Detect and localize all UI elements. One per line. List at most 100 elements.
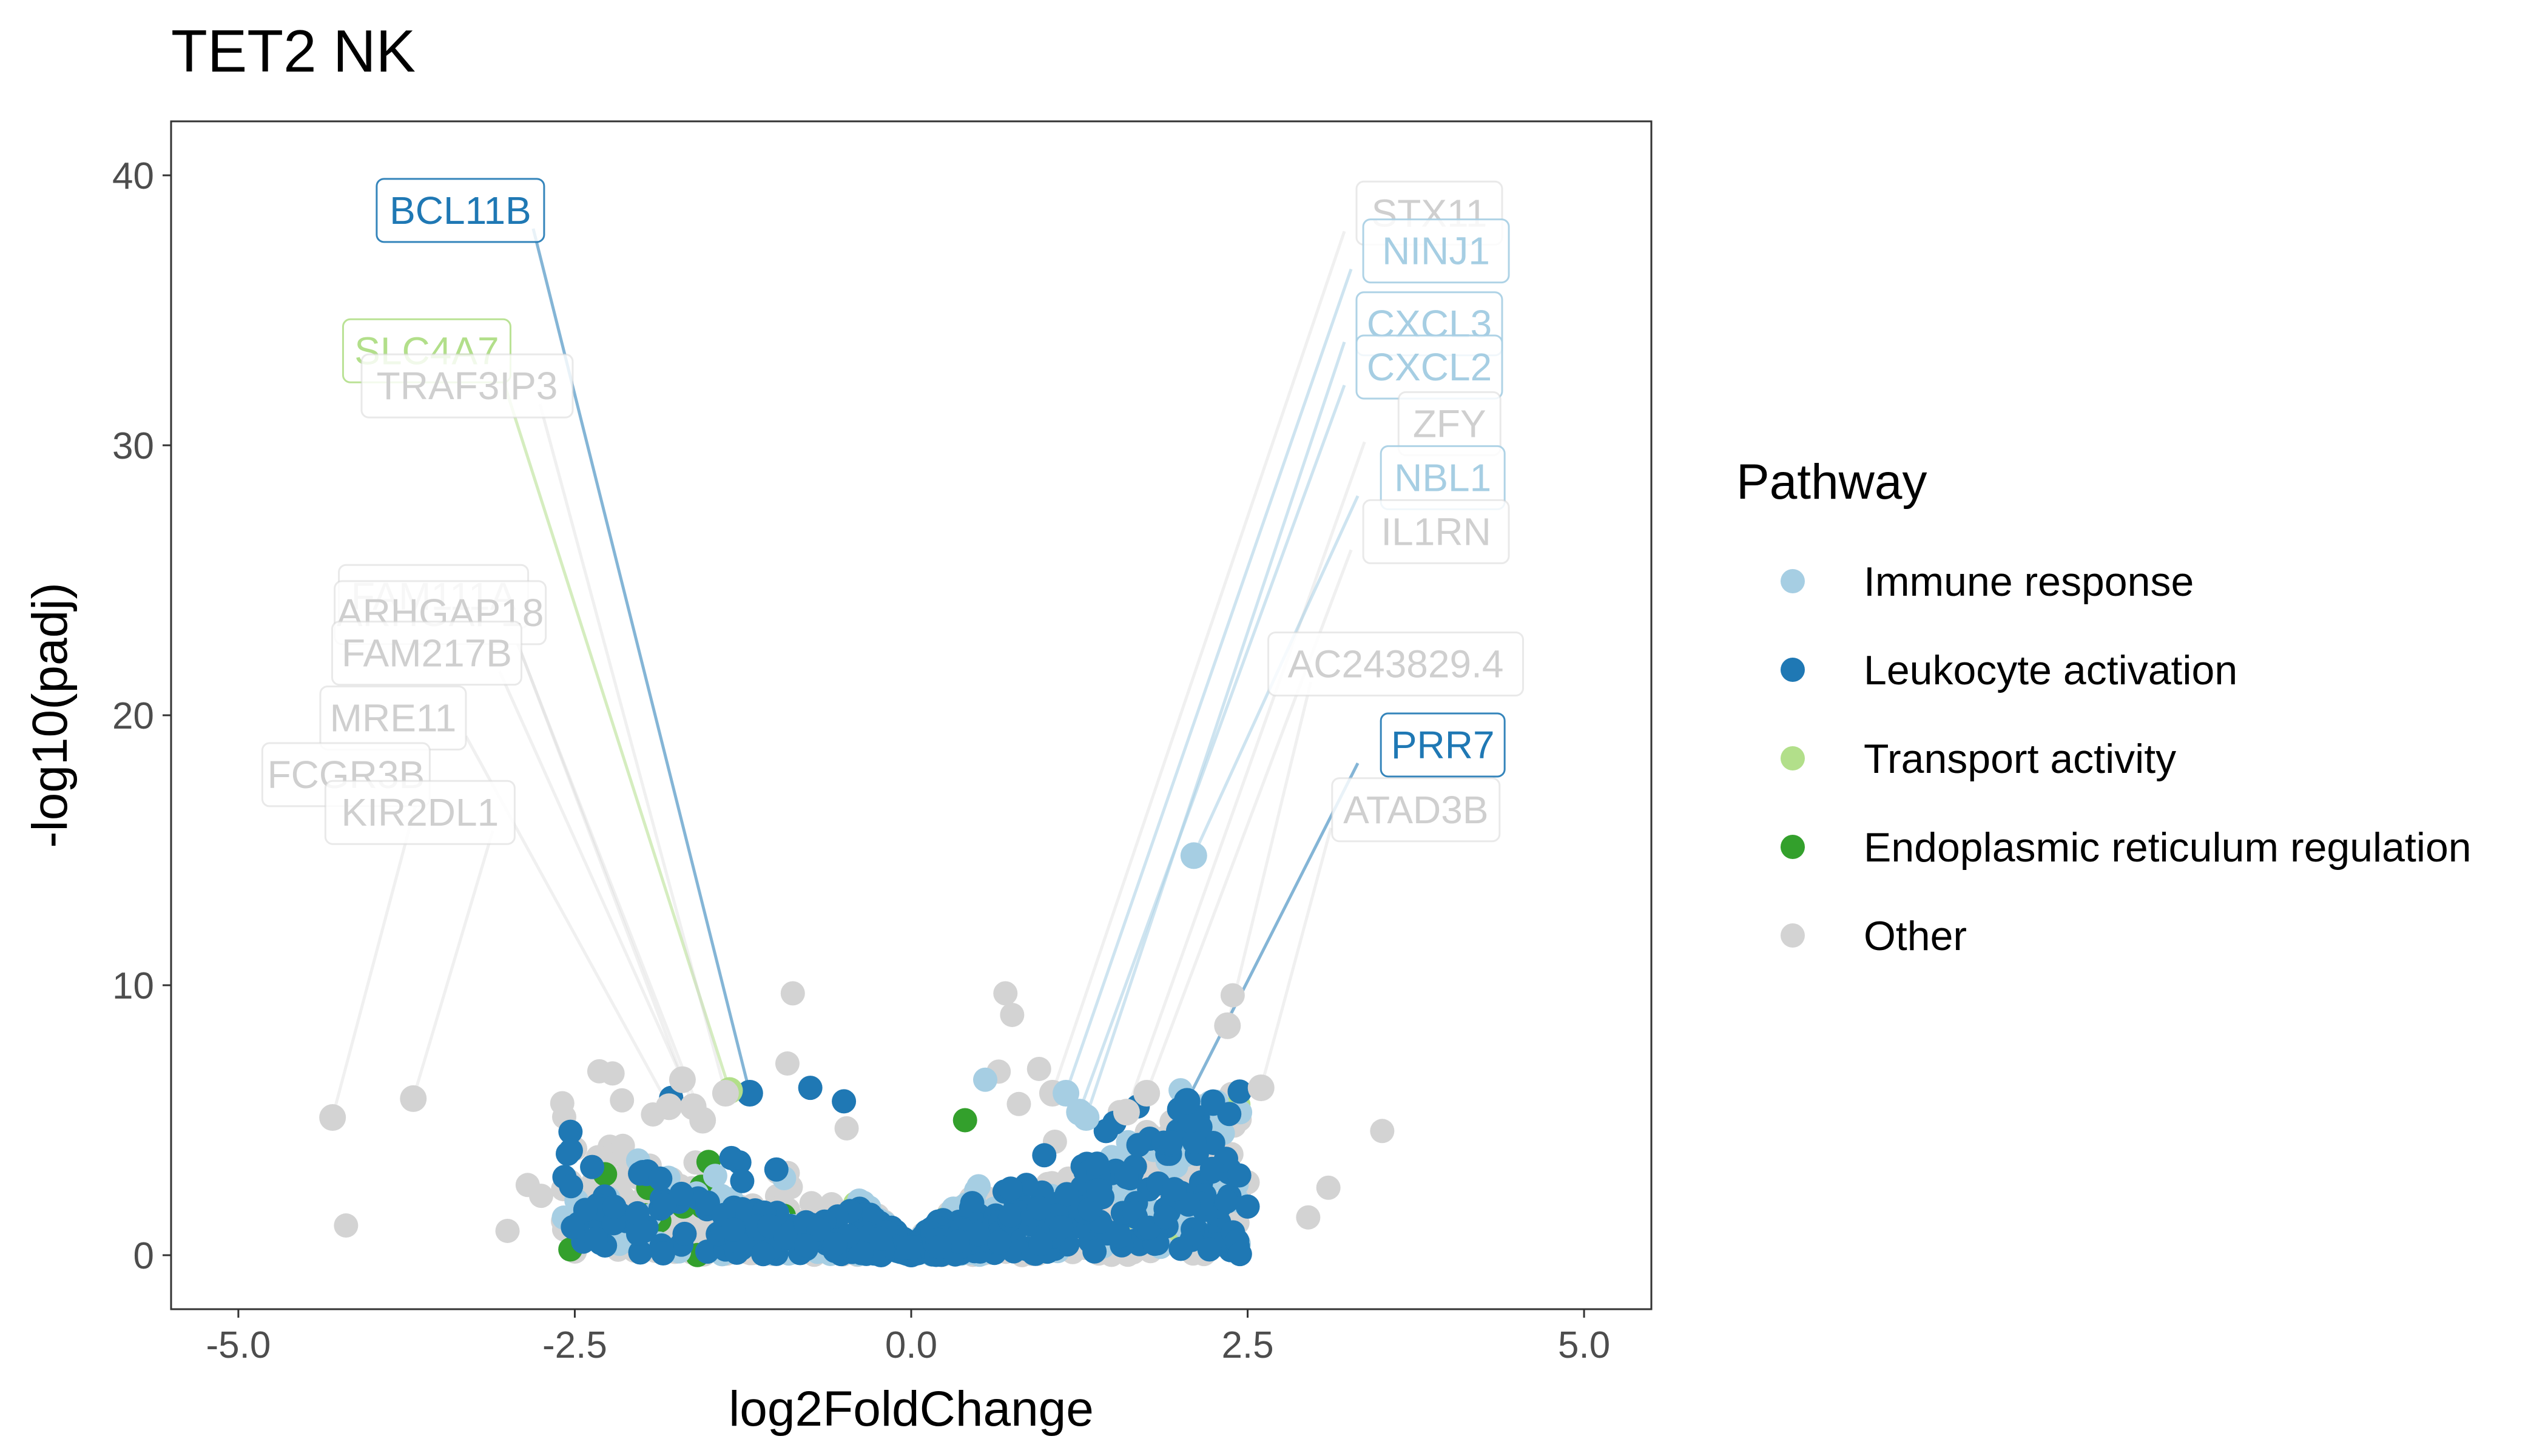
- gene-point: [1199, 1156, 1224, 1181]
- gene-point: [1126, 1133, 1151, 1158]
- labeled-gene-point: [400, 1085, 427, 1112]
- gene-point: [1094, 1119, 1119, 1144]
- x-tick-label: -2.5: [542, 1324, 607, 1366]
- gene-point: [1054, 1182, 1079, 1207]
- gene-point: [628, 1240, 653, 1265]
- legend-label: Transport activity: [1864, 736, 2176, 782]
- gene-point: [775, 1051, 800, 1076]
- gene-point: [798, 1076, 823, 1100]
- gene-label: BCL11B: [376, 178, 545, 243]
- y-tick-label: 40: [112, 155, 154, 197]
- x-tick-label: 5.0: [1558, 1324, 1610, 1366]
- gene-point: [1048, 1215, 1073, 1239]
- gene-point: [764, 1157, 789, 1182]
- gene-point: [794, 1233, 818, 1258]
- label-connector-line: [498, 670, 684, 1080]
- labeled-gene-point: [655, 1093, 682, 1121]
- y-tick-label: 20: [112, 695, 154, 737]
- gene-label: NBL1: [1380, 445, 1506, 510]
- gene-point: [1176, 1192, 1201, 1217]
- gene-point: [1077, 1196, 1102, 1221]
- gene-point: [1168, 1236, 1193, 1261]
- gene-point: [1220, 983, 1245, 1008]
- legend-key: [1781, 746, 1805, 770]
- gene-point: [1086, 1178, 1111, 1203]
- labeled-gene-point: [319, 1104, 346, 1131]
- gene-label-text: BCL11B: [389, 189, 531, 232]
- gene-label: PRR7: [1380, 712, 1506, 778]
- labeled-gene-point: [1247, 1074, 1275, 1102]
- gene-label-text: ATAD3B: [1343, 788, 1488, 832]
- gene-point: [651, 1241, 676, 1266]
- y-axis-ticks: 0 10 20 30 40: [112, 155, 171, 1277]
- gene-label: FAM217B: [331, 621, 522, 686]
- gene-label-text: NBL1: [1394, 456, 1491, 499]
- gene-label-text: PRR7: [1391, 723, 1495, 767]
- label-connector-line: [1259, 827, 1333, 1088]
- gene-point: [573, 1198, 598, 1222]
- gene-point: [1114, 1165, 1139, 1190]
- gene-point: [952, 1108, 977, 1133]
- gene-point: [1028, 1232, 1053, 1256]
- gene-point: [1235, 1194, 1260, 1219]
- gene-label-text: NINJ1: [1382, 229, 1490, 273]
- gene-point: [559, 1174, 584, 1199]
- labeled-gene-point: [1133, 1080, 1161, 1107]
- y-tick-label: 10: [112, 965, 154, 1007]
- legend-label: Immune response: [1864, 559, 2194, 605]
- gene-point: [672, 1221, 697, 1246]
- gene-label-text: TRAF3IP3: [377, 364, 558, 408]
- gene-point: [1000, 1002, 1025, 1027]
- gene-point: [834, 1116, 859, 1141]
- gene-label-text: KIR2DL1: [342, 790, 499, 834]
- gene-point: [1026, 1196, 1051, 1221]
- gene-point: [1296, 1205, 1321, 1230]
- gene-point: [652, 1193, 677, 1218]
- gene-point: [750, 1242, 775, 1267]
- legend: Pathway Immune response Leukocyte activat…: [1736, 454, 2472, 959]
- legend-label: Leukocyte activation: [1864, 647, 2237, 693]
- labeled-gene-point: [1173, 1088, 1201, 1115]
- gene-point: [1107, 1224, 1132, 1249]
- gene-label-box: [376, 178, 545, 243]
- gene-point: [628, 1161, 653, 1186]
- labeled-gene-point: [679, 1093, 707, 1121]
- gene-point: [625, 1222, 650, 1247]
- y-axis-title: -log10(padj): [22, 582, 78, 848]
- gene-label-box: [1331, 777, 1501, 843]
- gene-point: [832, 1089, 857, 1114]
- legend-key: [1781, 569, 1805, 593]
- gene-point: [1082, 1239, 1107, 1264]
- gene-label-text: CXCL2: [1367, 345, 1492, 389]
- gene-point: [1197, 1237, 1222, 1262]
- gene-point: [998, 1176, 1023, 1201]
- gene-point: [1227, 1079, 1252, 1104]
- y-tick-label: 30: [112, 425, 154, 467]
- label-connector-line: [1077, 385, 1346, 1113]
- gene-point: [1182, 1130, 1207, 1154]
- gene-point: [334, 1213, 359, 1238]
- gene-label-text: AC243829.4: [1288, 642, 1504, 686]
- labeled-gene-point: [736, 1080, 763, 1107]
- gene-point: [495, 1218, 520, 1243]
- gene-point: [610, 1088, 635, 1113]
- gene-point: [648, 1166, 673, 1191]
- x-axis-ticks: -5.0 -2.5 0.0 2.5 5.0: [206, 1309, 1610, 1366]
- gene-point: [1032, 1143, 1057, 1168]
- gene-point: [1026, 1056, 1051, 1081]
- gene-point: [928, 1235, 952, 1259]
- gene-point: [1162, 1177, 1187, 1202]
- gene-point: [1227, 1163, 1252, 1188]
- gene-point: [695, 1239, 720, 1264]
- gene-point: [602, 1195, 627, 1219]
- label-connector-line: [538, 403, 727, 1093]
- label-connector-line: [411, 830, 494, 1099]
- labeled-gene-point: [1113, 1099, 1140, 1126]
- legend-label: Other: [1864, 913, 1967, 959]
- gene-point: [558, 1119, 583, 1144]
- gene-point: [869, 1226, 894, 1251]
- gene-point: [580, 1154, 605, 1179]
- gene-label-box: [324, 780, 516, 845]
- legend-key: [1781, 835, 1805, 859]
- gene-point: [721, 1217, 746, 1242]
